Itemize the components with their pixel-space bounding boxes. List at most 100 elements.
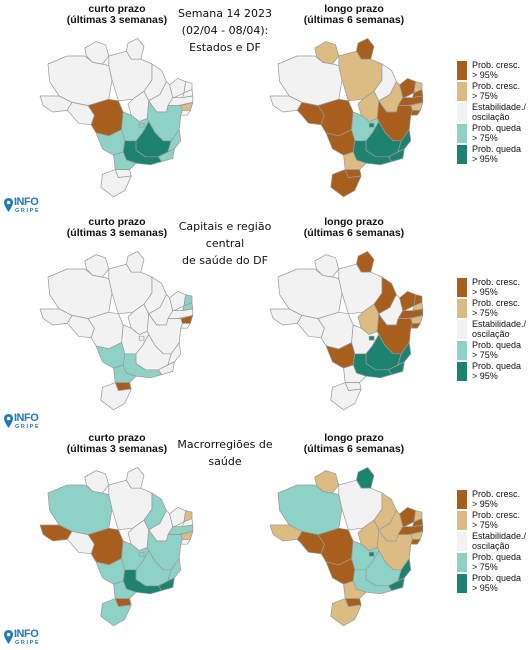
logo-text-info: INFO — [14, 196, 39, 208]
long-term-region-es — [397, 342, 412, 366]
legend-item-queda95: Prob. queda > 95% — [457, 573, 530, 594]
legend-label-line1: Prob. cresc. — [472, 277, 521, 287]
center-title-line1: Macrorregiões de saúde — [177, 438, 273, 468]
legend-item-queda95: Prob. queda > 95% — [457, 361, 530, 382]
legend-item-queda75: Prob. queda > 75% — [457, 123, 530, 144]
legend-swatch — [457, 103, 467, 122]
legend-label: Prob. queda > 75% — [472, 123, 521, 143]
short-term-title: curto prazo (últimas 3 semanas) — [52, 217, 182, 239]
long-term-region-es — [397, 558, 412, 582]
legend-label-line1: Estabilidade./ — [472, 531, 527, 541]
long-term-title: longo prazo (últimas 6 semanas) — [289, 217, 419, 239]
long-term-title-line1: longo prazo — [324, 3, 384, 15]
long-term-region-rr — [314, 41, 340, 65]
short-term-region-es — [167, 129, 182, 153]
legend: Prob. cresc. > 95% Prob. cresc. > 75% Estabi… — [457, 277, 530, 382]
legend-item-cresc95: Prob. cresc. > 95% — [457, 489, 530, 510]
panel-center-title: Capitais e região central de saúde do DF — [160, 218, 290, 269]
logo-text-info: INFO — [14, 628, 39, 640]
infogripe-logo: INFO GRIPE — [4, 413, 44, 433]
long-term-title: longo prazo (últimas 6 semanas) — [289, 4, 419, 26]
legend-swatch — [457, 299, 467, 318]
legend-swatch — [457, 574, 467, 593]
legend-swatch — [457, 511, 467, 530]
long-term-region-mt — [317, 98, 354, 137]
legend-label-line1: Prob. queda — [472, 552, 522, 562]
legend-label: Prob. cresc. > 95% — [472, 489, 520, 509]
legend-label-line2: > 75% — [472, 520, 498, 530]
short-term-region-rr — [84, 254, 110, 278]
long-term-title: longo prazo (últimas 6 semanas) — [289, 433, 419, 455]
legend-label-line2: > 75% — [472, 91, 498, 101]
legend-label-line1: Prob. cresc. — [472, 298, 521, 308]
legend-label-line2: oscilação — [472, 541, 510, 551]
short-term-region-mt — [87, 527, 124, 566]
center-title-line1: Capitais e região central — [178, 220, 272, 250]
legend-label: Prob. cresc. > 95% — [472, 277, 520, 297]
legend-item-estab: Estabilidade./oscilação — [457, 531, 530, 552]
legend-item-cresc75: Prob. cresc. > 75% — [457, 298, 530, 319]
short-term-map — [39, 467, 194, 627]
legend-label: Prob. queda > 95% — [472, 144, 521, 164]
short-term-title-line1: curto prazo — [88, 3, 146, 15]
long-term-region-mt — [317, 311, 354, 350]
legend-label: Estabilidade./oscilação — [472, 531, 526, 551]
legend-label: Estabilidade./oscilação — [472, 102, 526, 122]
long-term-region-df — [368, 122, 375, 128]
legend-label-line2: > 75% — [472, 350, 498, 360]
short-term-region-rr — [84, 470, 110, 494]
legend-label-line2: > 75% — [472, 133, 498, 143]
legend-swatch — [457, 341, 467, 360]
legend-label-line1: Prob. queda — [472, 123, 522, 133]
legend-swatch — [457, 61, 467, 80]
center-title-line3: Estados e DF — [189, 41, 261, 54]
legend-label-line1: Prob. queda — [472, 573, 522, 583]
legend-label: Prob. cresc. > 75% — [472, 510, 520, 530]
long-term-region-mt — [317, 527, 354, 566]
legend-label-line2: oscilação — [472, 112, 510, 122]
legend-item-estab: Estabilidade./oscilação — [457, 319, 530, 340]
legend-label-line1: Prob. queda — [472, 144, 522, 154]
short-term-region-df — [138, 122, 145, 128]
logo-text-gripe: GRIPE — [15, 424, 41, 430]
long-term-title-line2: (últimas 6 semanas) — [303, 14, 405, 26]
legend-label: Estabilidade./oscilação — [472, 319, 526, 339]
legend-label: Prob. cresc. > 95% — [472, 60, 520, 80]
logo-text-info: INFO — [14, 412, 39, 424]
long-term-region-rs — [330, 382, 362, 411]
legend-item-estab: Estabilidade./oscilação — [457, 102, 530, 123]
long-term-region-df — [368, 335, 375, 341]
legend-label-line2: > 75% — [472, 308, 498, 318]
short-term-title-line2: (últimas 3 semanas) — [66, 443, 168, 455]
short-term-title-line1: curto prazo — [88, 216, 146, 228]
legend: Prob. cresc. > 95% Prob. cresc. > 75% Estabi… — [457, 60, 530, 165]
legend-label: Prob. cresc. > 75% — [472, 81, 520, 101]
legend-label-line1: Estabilidade./ — [472, 319, 527, 329]
short-term-map — [39, 251, 194, 411]
long-term-map — [269, 467, 424, 627]
map-pin-icon — [4, 630, 13, 644]
short-term-region-es — [167, 558, 182, 582]
legend-label-line1: Prob. queda — [472, 361, 522, 371]
logo-text-gripe: GRIPE — [15, 640, 41, 646]
legend-item-cresc75: Prob. cresc. > 75% — [457, 81, 530, 102]
legend-label-line1: Prob. cresc. — [472, 510, 521, 520]
logo-text-gripe: GRIPE — [15, 208, 41, 214]
legend-label: Prob. queda > 75% — [472, 552, 521, 572]
short-term-title-line2: (últimas 3 semanas) — [66, 14, 168, 26]
legend-swatch — [457, 145, 467, 164]
legend-item-cresc95: Prob. cresc. > 95% — [457, 277, 530, 298]
short-term-region-rs — [100, 169, 132, 198]
legend-label-line2: > 95% — [472, 371, 498, 381]
legend-swatch — [457, 532, 467, 551]
short-term-region-mt — [87, 98, 124, 137]
long-term-title-line1: longo prazo — [324, 432, 384, 444]
legend-label: Prob. queda > 75% — [472, 340, 521, 360]
legend-swatch — [457, 320, 467, 339]
long-term-title-line1: longo prazo — [324, 216, 384, 228]
legend-swatch — [457, 278, 467, 297]
long-term-region-rr — [314, 254, 340, 278]
legend-swatch — [457, 490, 467, 509]
legend-swatch — [457, 82, 467, 101]
center-title-line2: de saúde do DF — [182, 254, 268, 267]
